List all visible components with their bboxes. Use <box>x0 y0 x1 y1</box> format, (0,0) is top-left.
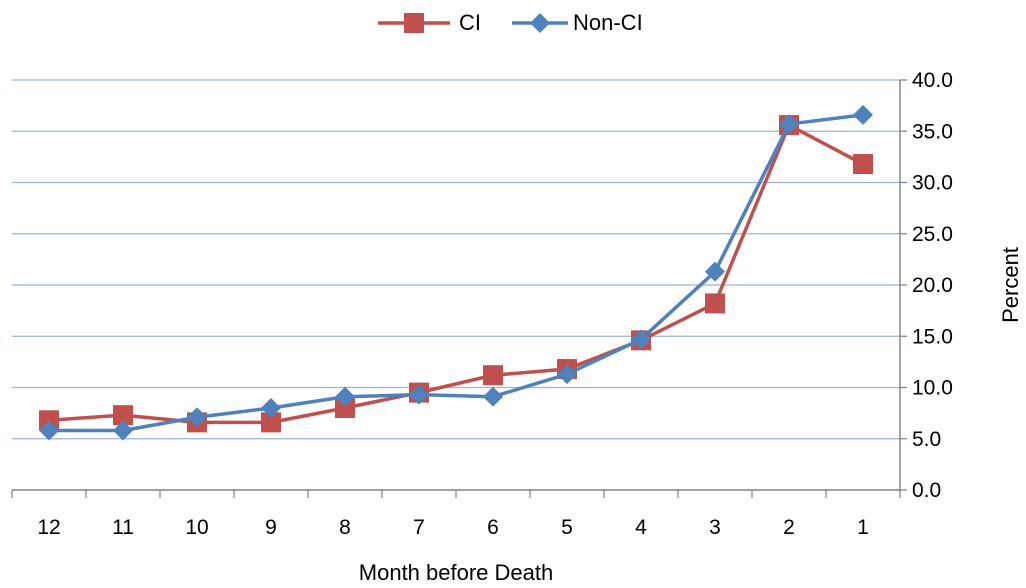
data-point-non-ci <box>409 384 429 405</box>
data-point-ci <box>261 412 281 433</box>
x-tick-label: 10 <box>185 516 208 539</box>
x-tick-label: 1 <box>857 516 869 539</box>
y-tick-label: 10.0 <box>912 377 953 400</box>
data-point-non-ci <box>113 420 133 441</box>
gridlines <box>12 79 900 440</box>
data-point-non-ci <box>261 398 281 418</box>
series-group <box>39 104 873 441</box>
x-tick-label: 2 <box>783 516 795 539</box>
y-tick-label: 20.0 <box>912 274 953 297</box>
y-tick-label: 15.0 <box>912 325 953 348</box>
legend-marker <box>530 13 550 33</box>
x-tick-labels: 12 11 10 9 8 7 6 5 4 3 2 1 <box>37 516 869 539</box>
x-axis-title: Month before Death <box>359 560 553 585</box>
y-tick-label: 30.0 <box>912 172 953 195</box>
x-tick-label: 6 <box>487 516 499 539</box>
data-point-non-ci <box>335 386 355 407</box>
data-point-non-ci <box>705 261 725 282</box>
x-tick-label: 4 <box>635 516 647 539</box>
data-point-ci <box>483 365 503 386</box>
legend-label: Non-CI <box>573 10 643 35</box>
data-point-ci <box>705 293 725 314</box>
data-point-non-ci <box>631 329 651 350</box>
y-tick-label: 0.0 <box>912 479 941 502</box>
data-point-non-ci <box>187 407 207 428</box>
series-line-non-ci <box>49 113 864 433</box>
y-tick-label: 40.0 <box>912 69 953 92</box>
legend-label: CI <box>459 10 481 35</box>
data-point-ci <box>853 154 873 175</box>
y-tick-label: 25.0 <box>912 223 953 246</box>
legend-item-ci: CI <box>378 10 481 35</box>
y-tick-labels: 0.0 5.0 10.0 15.0 20.0 25.0 30.0 35.0 40.0 <box>912 69 953 502</box>
legend-item-non-ci: Non-CI <box>512 10 643 35</box>
data-point-non-ci <box>557 364 577 385</box>
series-ci <box>39 115 873 433</box>
legend-marker <box>404 13 424 33</box>
data-point-non-ci <box>853 104 873 125</box>
x-tick-label: 8 <box>339 516 351 539</box>
series-line-ci <box>48 123 864 425</box>
x-tick-label: 5 <box>561 516 573 539</box>
series-non-ci <box>39 104 873 441</box>
x-tick-label: 7 <box>413 516 425 539</box>
data-point-non-ci <box>483 386 503 407</box>
y-tick-label: 5.0 <box>912 428 941 451</box>
x-tick-label: 9 <box>265 516 277 539</box>
axes <box>11 79 907 498</box>
data-point-non-ci <box>39 420 59 441</box>
data-point-ci <box>39 410 59 431</box>
y-tick-label: 35.0 <box>912 120 953 143</box>
x-tick-label: 3 <box>709 516 721 539</box>
legend: CI Non-CI <box>378 10 643 35</box>
y-axis-title: Percent <box>998 247 1023 323</box>
data-point-ci <box>113 405 133 426</box>
x-tick-label: 11 <box>112 516 134 539</box>
x-tick-label: 12 <box>37 516 60 539</box>
data-point-non-ci <box>779 114 799 135</box>
data-point-ci <box>335 398 355 418</box>
